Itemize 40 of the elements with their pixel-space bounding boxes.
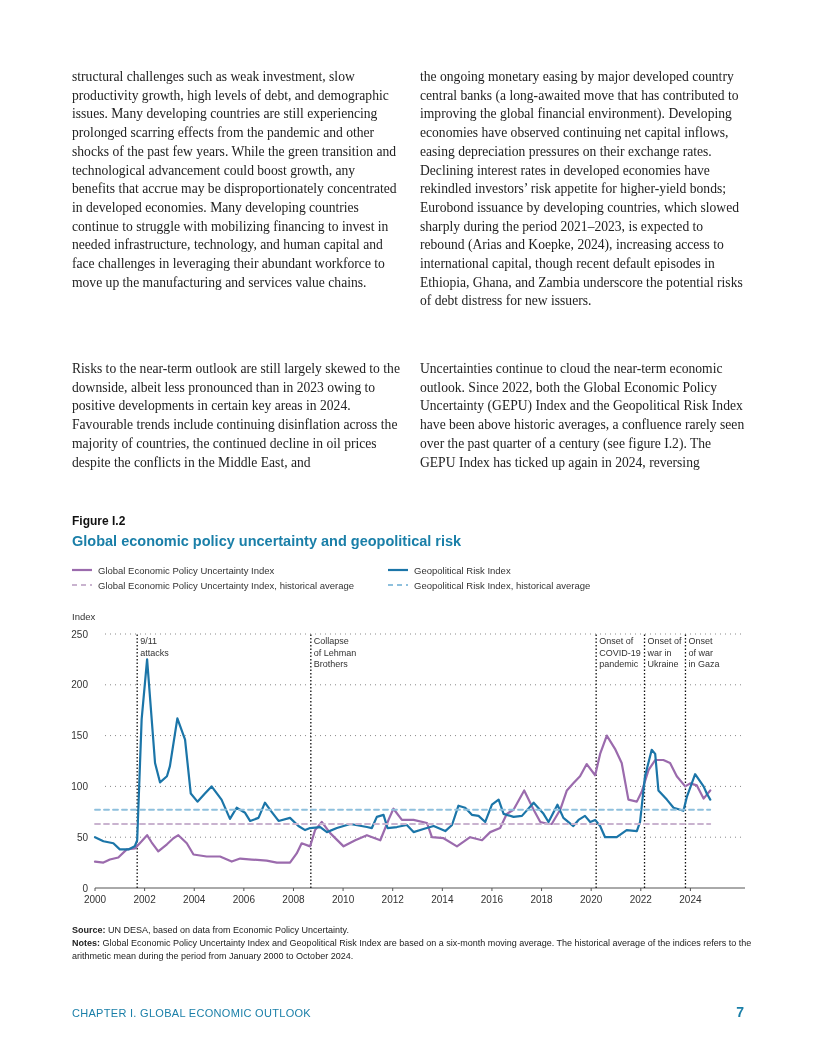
x-tick-label: 2004 — [183, 894, 206, 905]
ref-line-label: Collapse of Lehman Brothers — [313, 636, 357, 669]
legend-label: Global Economic Policy Uncertainty Index — [98, 564, 275, 576]
ref-line-label: Onset of COVID-19 pandemic — [599, 636, 641, 669]
chart-title: Global economic policy uncertainty and geopolitical risk — [72, 533, 463, 549]
y-tick-label: 250 — [71, 628, 89, 640]
y-tick-label: 200 — [71, 679, 89, 691]
ref-line-label: 9/11 attacks — [140, 636, 170, 658]
legend-label: Geopolitical Risk Index, historical average — [414, 579, 591, 591]
legend-label: Geopolitical Risk Index — [414, 564, 511, 576]
text: Figure I.2 — [72, 514, 126, 528]
text: Uncertainties continue to cloud the near-term economic outlook. Since 2022, both the Global Economic Policy Uncertainty (GEPU) Index and the Geopolitical Risk Index have been above historic averages, a confluence rarely seen over the past quarter of a century (see figure I.2). The GEPU Index has ticked up again in 2024, reversing — [420, 360, 746, 472]
y-tick-label: 50 — [76, 831, 89, 843]
text: Risks to the near-term outlook are still largely skewed to the downside, albeit less pronounced than in 2023 owing to positive developments in certain key areas in 2024. Favourable trends include continuing disinflation across the majority of countries, the continued decline in oil prices despite the conflicts in the Middle East, and — [72, 360, 400, 472]
source-note: Source: UN DESA, based on data from Economic Policy Uncertainty. — [72, 925, 349, 935]
y-axis-title: Index — [72, 611, 96, 622]
ref-line-label: Onset of war in Ukraine — [646, 636, 683, 669]
y-tick-label: 150 — [71, 730, 89, 742]
text: Notes: Global Economic Policy Uncertainty Index and Geopolitical Risk Index are based on a six-month moving average. The historical average of the indices refers to the arithmetic mean during the period from January 2000 to October 2024. — [72, 937, 752, 963]
text: CHAPTER I. GLOBAL ECONOMIC OUTLOOK — [72, 1007, 312, 1019]
x-tick-label: 2008 — [282, 894, 306, 905]
x-tick-label: 2000 — [83, 894, 107, 905]
y-tick-label: 0 — [82, 882, 89, 894]
legend-label: Global Economic Policy Uncertainty Index, historical average — [98, 579, 355, 591]
x-tick-label: 2006 — [232, 894, 256, 905]
x-tick-label: 2010 — [331, 894, 355, 905]
y-tick-label: 100 — [71, 780, 89, 792]
x-tick-label: 2002 — [133, 894, 157, 905]
x-tick-label: 2018 — [530, 894, 554, 905]
ref-line-label: Onset of war in Gaza — [688, 636, 720, 669]
x-tick-label: 2020 — [580, 894, 603, 905]
x-tick-label: 2024 — [679, 894, 702, 905]
x-tick-label: 2014 — [431, 894, 454, 905]
line-series — [93, 734, 712, 864]
x-tick-label: 2022 — [629, 894, 653, 905]
text: structural challenges such as weak investment, slow productivity growth, high levels of debt, and demographic issues. Many developing countries are still experiencing prolonged scarring effects from the pandemic and other shocks of the past few years. While the green transition and technological advancement could boost growth, any benefits that accrue may be disproportionately concentrated in developed economies. Many developing countries continue to struggle with mobilizing financing to invest in needed infrastructure, technology, and human capital and face challenges in leveraging their abundant workforce to move up the manufacturing and services value chains. — [72, 69, 397, 290]
text: the ongoing monetary easing by major developed country central banks (a long-awaited move that has contributed to improving the global financial environment). Developing economies have observed continuing net capital inflows, easing depreciation pressures on their exchange rates. Declining interest rates in developed economies have rekindled investors’ risk appetite for higher-yield bonds; Eurobond issuance by developing countries, which slowed sharply during the period 2021–2023, is expected to rebound (Arias and Koepke, 2024), increasing access to international capital, though recent default episodes in Ethiopia, Ghana, and Zambia underscore the potential risks of debt distress for new issuers. — [420, 69, 743, 309]
x-tick-label: 2012 — [381, 894, 405, 905]
text: 7 — [736, 1004, 745, 1020]
x-tick-label: 2016 — [480, 894, 504, 905]
